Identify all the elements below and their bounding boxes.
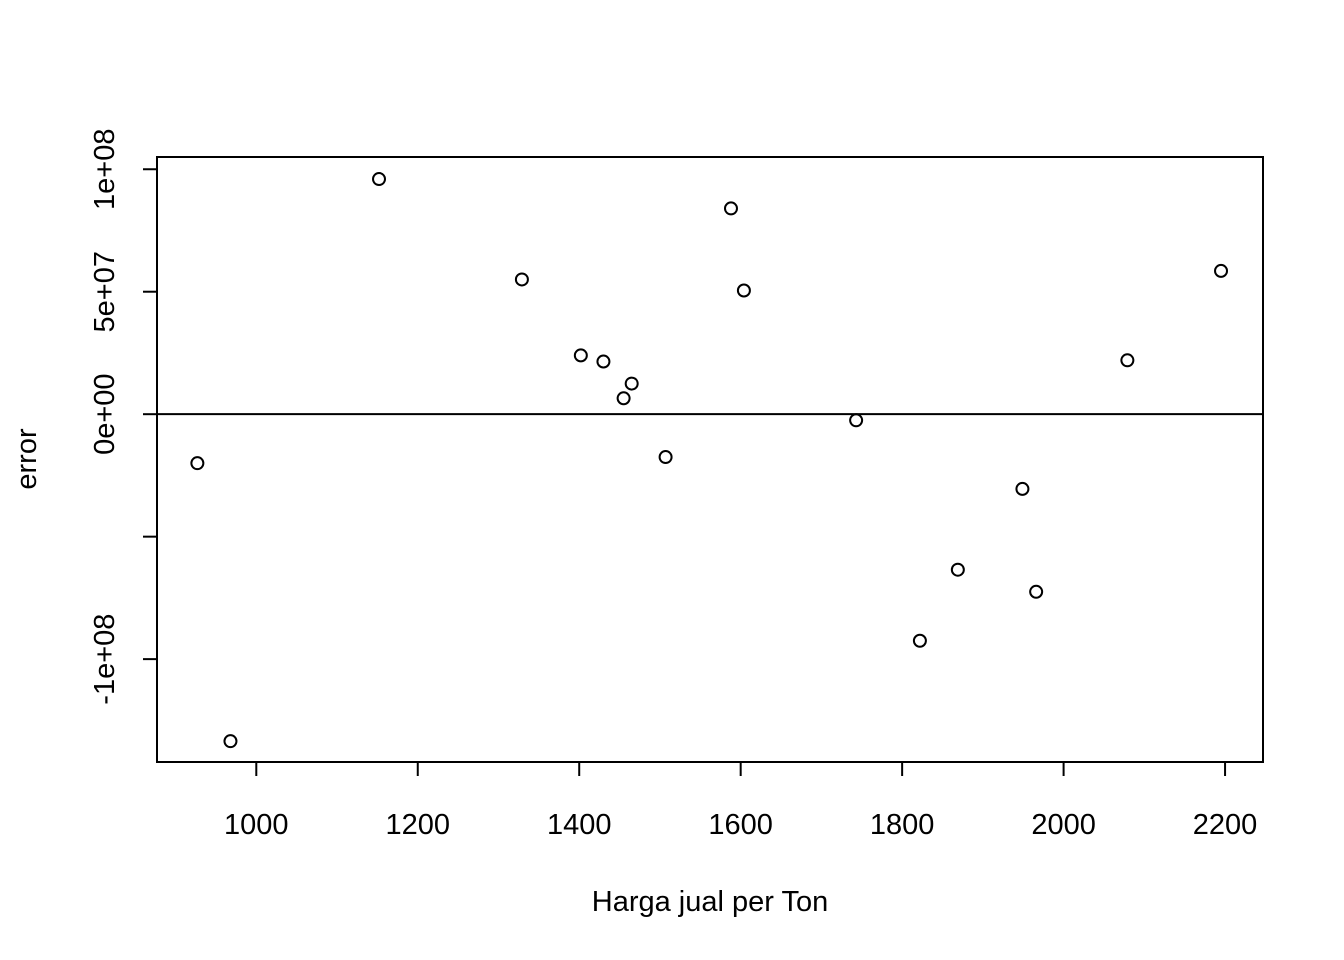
data-point	[723, 201, 738, 216]
x-axis: 1000 1200 1400 1600 1800 2000 2200	[224, 761, 1258, 841]
data-point	[514, 272, 529, 287]
plot-frame	[156, 156, 1264, 763]
data-points	[190, 172, 1229, 749]
data-point	[912, 633, 927, 648]
data-point	[573, 348, 588, 363]
data-point	[658, 450, 673, 465]
data-point	[616, 391, 631, 406]
data-point	[950, 562, 965, 577]
data-point	[223, 734, 238, 749]
x-tick-label: 1000	[224, 809, 289, 841]
data-point	[1029, 584, 1044, 599]
x-tick-label: 1200	[385, 809, 450, 841]
data-point	[372, 172, 387, 187]
y-axis: -1e+08 0e+00 5e+07 1e+08	[89, 129, 158, 705]
y-tick-label: -1e+08	[89, 614, 121, 705]
y-tick-label: 0e+00	[89, 373, 121, 454]
y-tick-label: 1e+08	[89, 129, 121, 210]
data-point	[596, 354, 611, 369]
x-tick-label: 1400	[547, 809, 612, 841]
x-tick-label: 1600	[708, 809, 773, 841]
x-tick-label: 2200	[1193, 809, 1258, 841]
x-tick-label: 1800	[870, 809, 935, 841]
data-point	[736, 283, 751, 298]
y-tick-label: 5e+07	[89, 251, 121, 332]
x-tick-label: 2000	[1031, 809, 1096, 841]
data-point	[1120, 353, 1135, 368]
data-point	[849, 413, 864, 428]
data-point	[1015, 481, 1030, 496]
x-axis-title: Harga jual per Ton	[592, 886, 828, 918]
data-point	[624, 376, 639, 391]
data-point	[1214, 263, 1229, 278]
y-axis-title: error	[11, 428, 43, 490]
data-point	[190, 456, 205, 471]
